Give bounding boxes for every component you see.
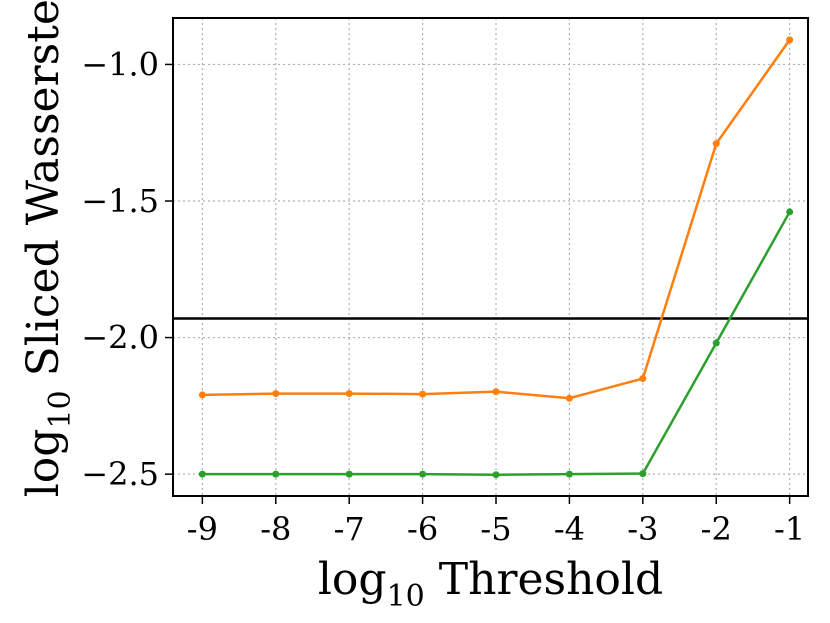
data-point bbox=[345, 390, 353, 398]
x-tick-label: -7 bbox=[334, 510, 365, 548]
y-tick-label: −1.0 bbox=[81, 45, 159, 83]
data-point bbox=[272, 390, 280, 398]
data-point bbox=[712, 339, 720, 347]
x-tick-label: -6 bbox=[407, 510, 438, 548]
plot-frame bbox=[172, 17, 809, 497]
data-point bbox=[786, 208, 794, 216]
x-axis-title: log10 Threshold bbox=[318, 554, 663, 614]
x-tick-label: -1 bbox=[774, 510, 805, 548]
data-point bbox=[419, 390, 427, 398]
data-point bbox=[272, 470, 280, 478]
x-axis-title-rest: Threshold bbox=[425, 554, 663, 605]
y-axis-title-log: log bbox=[18, 429, 69, 498]
x-tick-label: -8 bbox=[260, 510, 291, 548]
y-tick-label: −1.5 bbox=[81, 182, 159, 220]
y-axis-title-subscript: 10 bbox=[43, 390, 78, 428]
series-2 bbox=[198, 208, 794, 479]
x-tick-label: -5 bbox=[480, 510, 511, 548]
x-tick-label: -3 bbox=[627, 510, 658, 548]
data-point bbox=[565, 470, 573, 478]
data-point bbox=[639, 375, 647, 383]
x-tick-label: -4 bbox=[554, 510, 585, 548]
y-axis-title: log10 Sliced Wasserstein bbox=[18, 0, 78, 497]
x-axis-title-subscript: 10 bbox=[387, 579, 425, 614]
series-1 bbox=[198, 36, 794, 402]
y-tick-label: −2.5 bbox=[81, 455, 159, 493]
data-point bbox=[198, 470, 206, 478]
series-layer bbox=[198, 36, 794, 479]
grid bbox=[173, 18, 808, 496]
y-tick-label: −2.0 bbox=[81, 319, 159, 357]
data-point bbox=[492, 388, 500, 396]
x-tick-label: -9 bbox=[187, 510, 218, 548]
data-point bbox=[492, 471, 500, 479]
data-point bbox=[565, 394, 573, 402]
data-point bbox=[712, 140, 720, 148]
x-tick-label: -2 bbox=[701, 510, 732, 548]
x-axis-title-log: log bbox=[318, 554, 387, 605]
x-axis-ticks: -9 -8 -7 -6 -5 -4 -3 -2 -1 bbox=[187, 496, 805, 548]
data-point bbox=[639, 470, 647, 478]
data-point bbox=[345, 470, 353, 478]
y-axis-ticks: −1.0 −1.5 −2.0 −2.5 bbox=[81, 45, 173, 493]
data-point bbox=[419, 470, 427, 478]
data-point bbox=[786, 36, 794, 44]
y-axis-title-rest: Sliced Wasserstein bbox=[18, 0, 69, 390]
data-point bbox=[198, 391, 206, 399]
